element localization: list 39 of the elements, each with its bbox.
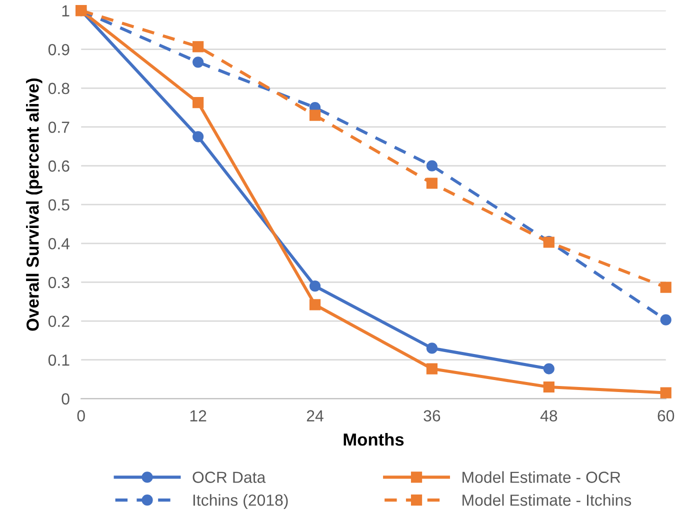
x-axis-title: Months <box>344 432 404 446</box>
point <box>426 178 438 189</box>
y-tick-label: 0.1 <box>48 354 70 366</box>
point <box>660 387 672 398</box>
y-tick-label: 0.9 <box>48 44 70 56</box>
y-tick-label: 0.4 <box>48 238 70 250</box>
y-tick-label: 0.6 <box>48 160 70 172</box>
x-tick-label: 36 <box>424 410 440 422</box>
point <box>426 160 438 172</box>
x-tick-label: 24 <box>306 410 324 422</box>
point <box>192 96 204 108</box>
y-tick-label: 0 <box>62 393 70 405</box>
legend-label: Model Estimate - OCR <box>462 471 620 483</box>
y-tick-label: 0.3 <box>48 276 70 288</box>
y-axis-title: Overall Survival (percent alive) <box>26 78 42 331</box>
point <box>543 363 554 374</box>
legend-label: Model Estimate - Itchins <box>462 494 632 506</box>
point <box>309 110 321 121</box>
x-tick-label: 0 <box>77 410 85 422</box>
point <box>192 41 204 52</box>
point <box>426 363 438 374</box>
point <box>309 280 321 292</box>
x-tick-label: 60 <box>658 410 674 422</box>
point <box>660 282 672 293</box>
point <box>192 131 204 142</box>
y-tick-label: 0.7 <box>48 122 70 133</box>
legend-label: Itchins (2018) <box>193 494 288 509</box>
point <box>309 299 321 310</box>
point <box>192 56 204 68</box>
x-tick-label: 12 <box>190 410 206 422</box>
point <box>543 381 554 393</box>
y-tick-label: 0.8 <box>48 82 70 94</box>
y-tick-label: 0.5 <box>48 199 70 211</box>
x-tick-label: 48 <box>540 410 558 422</box>
point <box>426 342 438 354</box>
legend-label: OCR Data <box>192 472 266 483</box>
point <box>660 314 672 326</box>
y-tick-label: 1 <box>62 5 70 16</box>
y-tick-label: 0.2 <box>48 316 70 327</box>
